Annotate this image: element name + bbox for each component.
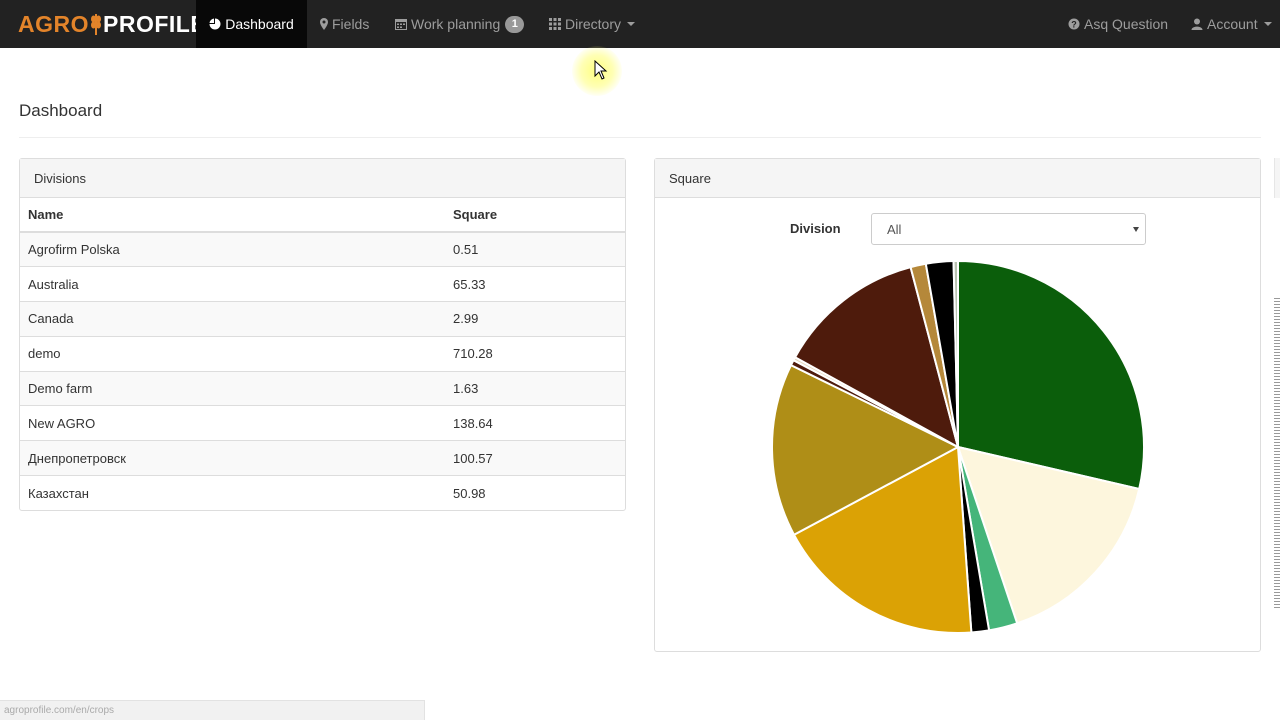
nav-account-label: Account (1207, 16, 1258, 32)
pie-slice-6[interactable] (771, 363, 961, 537)
square-panel: Square Division All (654, 158, 1261, 652)
cell-name: Agrofirm Polska (20, 231, 445, 267)
nav-ask-question[interactable]: ? Asq Question (1068, 0, 1168, 48)
cell-square: 100.57 (445, 440, 625, 476)
cell-square: 50.98 (445, 475, 625, 511)
pie-slice-1[interactable] (957, 259, 1145, 491)
chevron-down-icon (627, 22, 636, 26)
division-select-value: All (887, 221, 902, 237)
work-planning-badge: 1 (505, 15, 525, 33)
pie-slice-5[interactable] (792, 445, 973, 634)
cell-square: 65.33 (445, 266, 625, 302)
offscreen-panel-edge (1274, 158, 1280, 198)
table-row[interactable]: Australia 65.33 (20, 266, 625, 302)
cell-square: 710.28 (445, 335, 625, 372)
nav-work-planning[interactable]: Work planning 1 (395, 0, 525, 48)
cell-square: 138.64 (445, 405, 625, 441)
pie-slice-9[interactable] (793, 265, 960, 450)
cell-square: 0.51 (445, 231, 625, 267)
pie-chart-icon (209, 18, 221, 30)
division-filter-label: Division (790, 221, 841, 236)
nav-directory[interactable]: Directory (549, 0, 636, 48)
table-row[interactable]: demo 710.28 (20, 335, 625, 372)
table-header-row: Name Square (20, 198, 625, 233)
nav-ask-question-label: Asq Question (1084, 16, 1169, 32)
nav-work-planning-label: Work planning (411, 16, 501, 32)
brand-logo[interactable]: AGRO PROFILE (18, 9, 206, 39)
table-row[interactable]: Agrofirm Polska 0.51 (20, 231, 625, 267)
question-circle-icon: ? (1068, 18, 1080, 30)
table-row[interactable]: Demo farm 1.63 (20, 370, 625, 406)
grid-icon (549, 18, 561, 30)
column-header-square[interactable]: Square (445, 198, 625, 233)
divisions-panel-heading: Divisions (20, 159, 625, 198)
chevron-down-icon (1263, 22, 1272, 26)
top-navbar: AGRO PROFILE Dashboard Fields Work plann… (0, 0, 1280, 48)
cell-name: Australia (20, 266, 445, 302)
table-row[interactable]: Canada 2.99 (20, 301, 625, 337)
cell-name: demo (20, 335, 445, 372)
svg-text:?: ? (1071, 19, 1077, 29)
page-title: Dashboard (19, 101, 103, 120)
brand-part-profile: PROFILE (103, 10, 207, 37)
dropdown-arrow-icon (1133, 227, 1139, 232)
cell-name: Днепропетровск (20, 440, 445, 476)
calendar-icon (395, 19, 407, 30)
cell-square: 2.99 (445, 301, 625, 337)
user-icon (1191, 18, 1203, 30)
page-header-divider (19, 137, 1261, 138)
nav-directory-label: Directory (565, 16, 622, 32)
mouse-pointer-icon (594, 60, 608, 80)
divisions-table: Name Square Agrofirm Polska 0.51 Australi… (20, 198, 625, 511)
nav-account[interactable]: Account (1191, 0, 1272, 48)
brand-part-agro: AGRO (18, 10, 89, 37)
column-header-name[interactable]: Name (20, 198, 445, 233)
nav-fields[interactable]: Fields (320, 0, 369, 48)
table-row[interactable]: New AGRO 138.64 (20, 405, 625, 441)
map-marker-icon (320, 18, 328, 30)
nav-dashboard-label: Dashboard (225, 16, 294, 32)
nav-dashboard[interactable]: Dashboard (196, 0, 307, 48)
pie-slice-12[interactable] (952, 259, 959, 448)
wheat-icon (91, 14, 101, 35)
table-row[interactable]: Днепропетровск 100.57 (20, 440, 625, 476)
offscreen-chart-edge (1274, 298, 1280, 608)
division-select[interactable]: All (871, 213, 1146, 245)
browser-status-bar: agroprofile.com/en/crops (0, 700, 425, 720)
square-pie-chart (771, 259, 1145, 634)
cell-name: New AGRO (20, 405, 445, 441)
cell-name: Demo farm (20, 370, 445, 406)
division-filter: Division All (655, 213, 1260, 245)
cell-square: 1.63 (445, 370, 625, 406)
cell-name: Canada (20, 301, 445, 337)
nav-fields-label: Fields (332, 16, 370, 32)
cell-name: Казахстан (20, 475, 445, 511)
divisions-panel: Divisions Name Square Agrofirm Polska 0.5… (19, 158, 626, 511)
square-panel-heading: Square (655, 159, 1260, 198)
table-row[interactable]: Казахстан 50.98 (20, 475, 625, 511)
